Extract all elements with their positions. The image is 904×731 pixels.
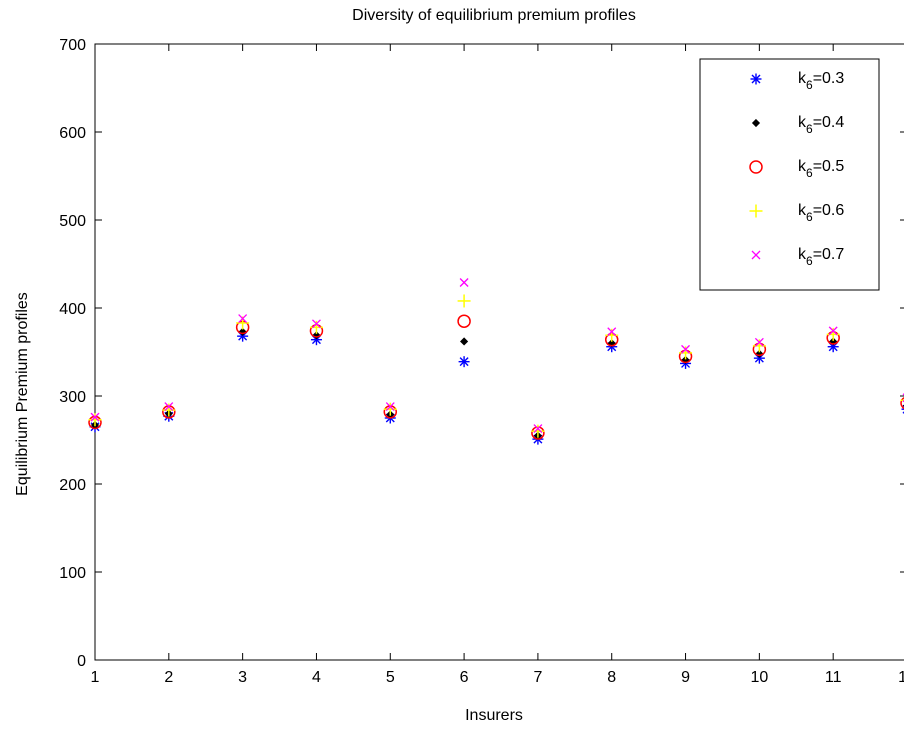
x-tick-label: 6 <box>460 669 469 686</box>
legend: k6=0.3k6=0.4k6=0.5k6=0.6k6=0.7 <box>700 59 879 290</box>
y-tick-label: 0 <box>77 653 86 670</box>
y-axis-label: Equilibrium Premium profiles <box>14 292 31 496</box>
data-points <box>89 278 904 444</box>
data-point-series-1 <box>459 356 470 367</box>
y-tick-label: 300 <box>59 389 86 406</box>
data-point-series-4 <box>310 321 323 334</box>
data-point-series-4 <box>458 294 471 307</box>
legend-marker-1 <box>751 74 762 85</box>
x-tick-label: 10 <box>750 669 768 686</box>
data-point-series-2 <box>461 338 468 345</box>
x-tick-label: 12 <box>898 669 904 686</box>
x-tick-label: 3 <box>238 669 247 686</box>
data-point-series-4 <box>753 339 766 352</box>
legend-label-value: =0.7 <box>813 246 845 263</box>
data-point-series-3 <box>458 315 470 327</box>
data-point-series-4 <box>89 413 102 426</box>
x-tick-label: 8 <box>607 669 616 686</box>
y-tick-label: 600 <box>59 125 86 142</box>
x-tick-label: 4 <box>312 669 321 686</box>
legend-box <box>700 59 879 290</box>
data-point-series-4 <box>605 329 618 342</box>
legend-label-value: =0.3 <box>813 70 845 87</box>
data-point-series-4 <box>384 403 397 416</box>
x-tick-label: 9 <box>681 669 690 686</box>
x-tick-label: 5 <box>386 669 395 686</box>
y-tick-label: 400 <box>59 301 86 318</box>
legend-label-value: =0.6 <box>813 202 845 219</box>
data-point-series-4 <box>679 346 692 359</box>
y-tick-label: 700 <box>59 37 86 54</box>
y-tick-label: 200 <box>59 477 86 494</box>
x-axis-label: Insurers <box>465 707 523 724</box>
data-point-series-4 <box>827 328 840 341</box>
y-tick-label: 500 <box>59 213 86 230</box>
x-tick-label: 1 <box>91 669 100 686</box>
y-tick-label: 100 <box>59 565 86 582</box>
data-point-series-5 <box>460 278 468 286</box>
x-tick-label: 7 <box>533 669 542 686</box>
legend-label-value: =0.5 <box>813 158 845 175</box>
legend-label-value: =0.4 <box>813 114 845 131</box>
chart-title: Diversity of equilibrium premium profile… <box>352 7 636 24</box>
x-tick-label: 2 <box>164 669 173 686</box>
x-tick-label: 11 <box>825 669 842 686</box>
